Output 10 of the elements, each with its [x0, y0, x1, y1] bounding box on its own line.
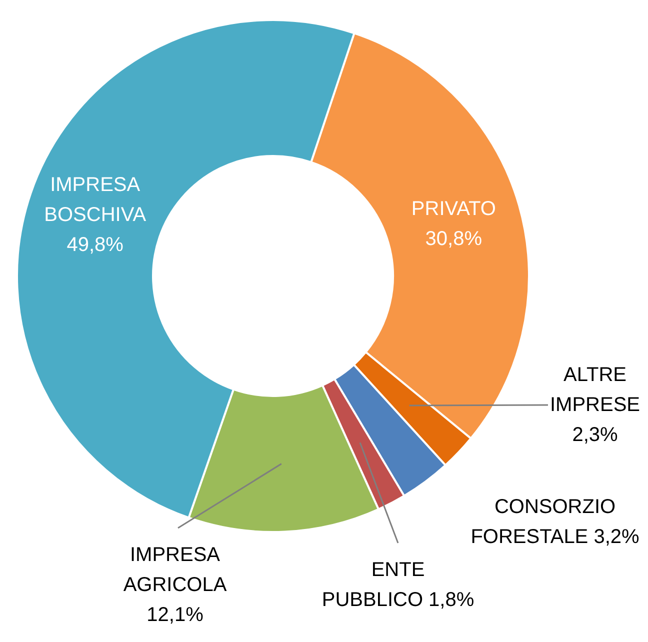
- slice-label: ALTRE IMPRESE: [550, 364, 640, 416]
- data-label: 49,8%: [66, 234, 124, 256]
- slice-label: CONSORZIO FORESTALE 3,2%: [470, 496, 640, 548]
- data-label: 12,1%: [146, 604, 204, 626]
- slice-label: ENTE PUBBLICO 1,8%: [322, 559, 474, 611]
- slice-label: IMPRESA BOSCHIVA: [44, 174, 147, 226]
- data-label: 30,8%: [425, 228, 482, 250]
- slice-label: IMPRESA AGRICOLA: [123, 544, 228, 596]
- data-label: 2,3%: [572, 424, 618, 446]
- slice-label: PRIVATO: [411, 198, 496, 220]
